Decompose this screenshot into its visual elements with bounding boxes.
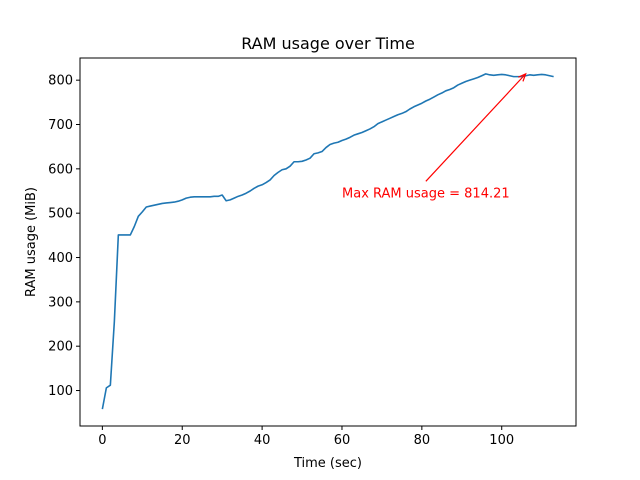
x-tick-label: 0 bbox=[98, 433, 106, 448]
y-tick-label: 400 bbox=[48, 251, 73, 266]
y-tick-label: 600 bbox=[48, 162, 73, 177]
max-ram-annotation: Max RAM usage = 814.21 bbox=[342, 186, 510, 201]
annotation-layer: Max RAM usage = 814.21 bbox=[342, 72, 527, 201]
y-tick-label: 800 bbox=[48, 74, 73, 89]
axes-frame bbox=[79, 57, 577, 427]
annotation-arrow-line bbox=[425, 73, 527, 182]
x-tick-label: 100 bbox=[489, 433, 514, 448]
y-axis-ticks: 100 200 300 400 500 600 700 800 bbox=[48, 74, 80, 399]
ram-usage-line bbox=[101, 73, 554, 410]
y-tick-label: 300 bbox=[48, 295, 73, 310]
chart-title: RAM usage over Time bbox=[241, 34, 415, 53]
plot-area bbox=[101, 73, 554, 410]
x-tick-label: 40 bbox=[254, 433, 271, 448]
x-axis-label: Time (sec) bbox=[293, 456, 362, 471]
x-axis-ticks: 0 20 40 60 80 100 bbox=[98, 426, 514, 448]
x-tick-label: 60 bbox=[334, 433, 351, 448]
annotation-arrow-head bbox=[518, 72, 527, 82]
y-axis-label: RAM usage (MiB) bbox=[24, 187, 39, 297]
x-tick-label: 20 bbox=[174, 433, 191, 448]
y-tick-label: 100 bbox=[48, 384, 73, 399]
x-tick-label: 80 bbox=[414, 433, 431, 448]
y-tick-label: 200 bbox=[48, 340, 73, 355]
y-tick-label: 700 bbox=[48, 118, 73, 133]
y-tick-label: 500 bbox=[48, 207, 73, 222]
